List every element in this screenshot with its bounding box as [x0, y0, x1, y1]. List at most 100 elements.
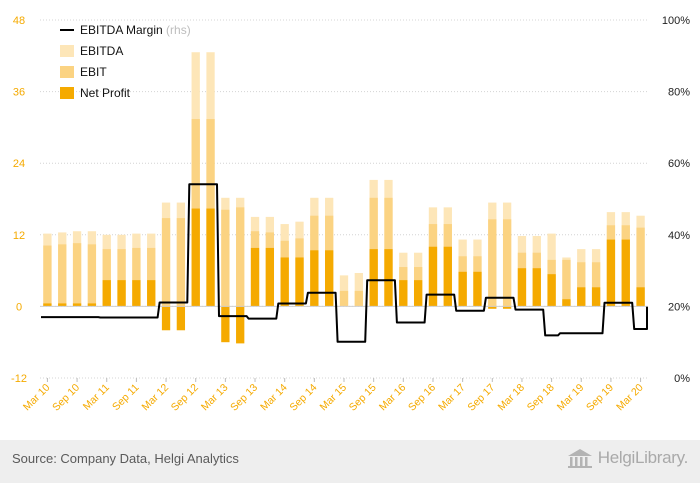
legend-label-note: (rhs): [163, 23, 191, 37]
bar-net-profit: [221, 306, 230, 343]
bar-ebit: [147, 247, 156, 307]
bar-net-profit: [636, 287, 645, 307]
legend-swatch: [60, 87, 74, 99]
bar-net-profit: [310, 250, 319, 307]
x-tick-label: Mar 15: [318, 382, 350, 414]
bar-ebit: [562, 259, 571, 307]
bar-net-profit: [250, 247, 260, 307]
helgi-library-logo[interactable]: HelgiLibrary.: [567, 448, 688, 468]
bar-ebit: [339, 290, 349, 307]
bar-net-profit: [369, 249, 378, 307]
bar-net-profit: [591, 287, 601, 307]
bar-net-profit: [325, 250, 334, 307]
x-tick-label: Sep 13: [228, 382, 260, 414]
y-left-tick-label: 12: [13, 230, 25, 242]
x-tick-label: Mar 19: [555, 382, 587, 414]
bar-net-profit: [384, 249, 393, 307]
bar-ebit: [132, 247, 141, 307]
bar-ebit: [577, 262, 586, 307]
y-left-tick-label: 0: [16, 301, 22, 313]
legend-label: EBITDA: [80, 44, 123, 58]
y-left-tick-label: 24: [13, 158, 25, 170]
x-tick-label: Mar 14: [258, 382, 290, 414]
legend-label: Net Profit: [80, 86, 131, 100]
bar-ebit: [502, 219, 512, 307]
bar-net-profit: [72, 303, 82, 307]
x-tick-label: Sep 11: [110, 382, 142, 414]
y-right-tick-label: 80%: [668, 87, 690, 99]
bar-net-profit: [621, 239, 630, 307]
bar-net-profit: [562, 299, 571, 307]
y-right-tick-label: 0%: [674, 373, 690, 385]
bar-ebit: [488, 219, 497, 307]
bar-net-profit: [577, 287, 586, 307]
y-left-tick-label: 48: [13, 15, 25, 27]
bar-net-profit: [488, 306, 497, 309]
building-icon: [567, 449, 592, 468]
y-right-tick-label: 100%: [662, 15, 690, 27]
bar-ebit: [176, 218, 186, 307]
bar-ebit: [87, 244, 97, 307]
bar-net-profit: [502, 306, 512, 309]
bar-net-profit: [443, 246, 452, 307]
legend-swatch: [60, 45, 74, 57]
bar-ebit: [161, 218, 171, 307]
x-tick-label: Mar 10: [21, 382, 53, 414]
legend-label: EBIT: [80, 65, 107, 79]
bar-net-profit: [458, 271, 467, 307]
bar-ebit: [354, 290, 363, 307]
bar-net-profit: [280, 257, 289, 307]
bar-net-profit: [236, 306, 245, 344]
bar-ebit: [102, 249, 111, 307]
x-tick-label: Sep 10: [50, 382, 82, 414]
bar-net-profit: [399, 280, 408, 307]
x-tick-label: Sep 18: [525, 382, 557, 414]
x-tick-label: Sep 14: [287, 382, 319, 414]
bar-ebit: [236, 207, 245, 307]
bar-net-profit: [532, 268, 541, 307]
bar-net-profit: [176, 306, 186, 331]
source-note: Source: Company Data, Helgi Analytics: [12, 451, 239, 466]
x-tick-label: Sep 17: [465, 382, 497, 414]
legend-label: EBITDA Margin (rhs): [80, 23, 191, 37]
x-tick-label: Mar 17: [436, 382, 468, 414]
line-ebitda-margin: [41, 183, 648, 343]
bar-net-profit: [102, 280, 111, 307]
x-tick-label: Sep 15: [347, 382, 379, 414]
bar-net-profit: [606, 239, 616, 307]
bar-ebit: [591, 262, 601, 307]
x-tick-label: Sep 19: [584, 382, 616, 414]
bar-net-profit: [413, 280, 423, 307]
bar-ebit: [58, 244, 67, 307]
x-tick-label: Mar 12: [140, 382, 172, 414]
bar-net-profit: [161, 306, 171, 331]
footer: Source: Company Data, Helgi Analytics He…: [0, 440, 700, 483]
x-tick-label: Mar 18: [495, 382, 527, 414]
bar-net-profit: [117, 280, 126, 307]
bar-ebitda: [354, 272, 363, 307]
y-left-tick-label: 36: [13, 87, 25, 99]
bar-ebit: [117, 249, 126, 307]
x-tick-label: Sep 12: [169, 382, 201, 414]
bar-net-profit: [473, 271, 482, 307]
bar-net-profit: [547, 274, 556, 307]
bar-net-profit: [87, 303, 97, 307]
bar-net-profit: [58, 303, 67, 307]
x-tick-label: Sep 16: [406, 382, 438, 414]
bar-ebit: [72, 243, 82, 307]
x-tick-label: Mar 16: [377, 382, 409, 414]
bar-ebit: [221, 209, 230, 307]
bar-net-profit: [206, 208, 215, 307]
bar-net-profit: [147, 280, 156, 307]
y-left-tick-label: -12: [11, 373, 27, 385]
bar-net-profit: [428, 246, 438, 307]
y-right-tick-label: 40%: [668, 230, 690, 242]
y-right-tick-label: 20%: [668, 301, 690, 313]
bar-ebit: [43, 245, 52, 307]
y-right-tick-label: 60%: [668, 158, 690, 170]
x-tick-label: Mar 20: [614, 382, 646, 414]
bar-net-profit: [43, 303, 52, 307]
x-tick-label: Mar 13: [199, 382, 231, 414]
bar-net-profit: [517, 268, 527, 307]
